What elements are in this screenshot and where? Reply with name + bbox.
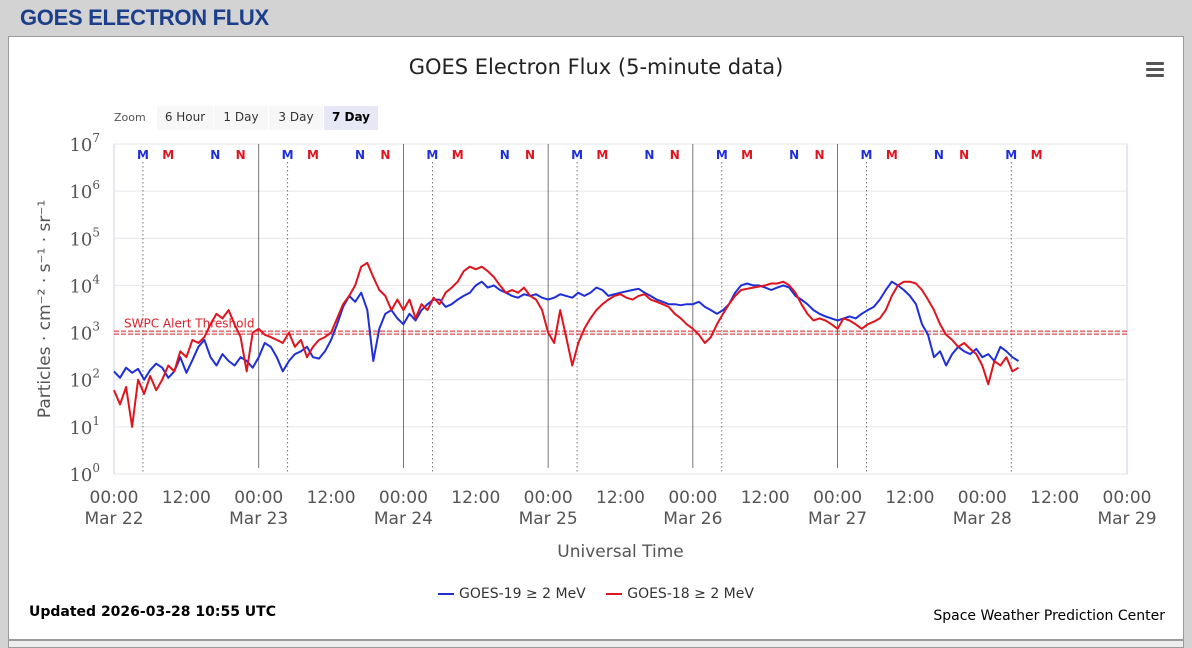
x-tick-label: 00:00 (379, 488, 428, 508)
marker-label: N (355, 148, 365, 162)
y-tick-label: 100 (69, 461, 100, 486)
series-line-goes-18 (113, 261, 1020, 428)
x-tick-date-label: Mar 23 (229, 509, 288, 529)
marker-label: M (162, 148, 174, 162)
y-tick-label: 102 (69, 367, 100, 392)
zoom-label: Zoom (114, 111, 146, 124)
marker-label: N (670, 148, 680, 162)
chart-title: GOES Electron Flux (5-minute data) (408, 55, 784, 79)
marker-label: M (886, 148, 898, 162)
x-tick-date-label: Mar 26 (663, 509, 722, 529)
marker-label: M (137, 148, 149, 162)
zoom-7-day-button[interactable]: 7 Day (324, 106, 378, 130)
x-tick-label: 00:00 (1103, 488, 1152, 508)
page-heading: GOES ELECTRON FLUX (20, 5, 269, 30)
marker-label: M (716, 148, 728, 162)
marker-label: N (380, 148, 390, 162)
x-tick-label: 12:00 (885, 488, 934, 508)
marker-label: M (571, 148, 583, 162)
x-tick-date-label: Mar 29 (1097, 509, 1156, 529)
legend-swatch-goes-19 (438, 593, 455, 595)
x-tick-label: 00:00 (668, 488, 717, 508)
y-axis-title: Particles · cm⁻² · s⁻¹ · sr⁻¹ (35, 200, 55, 418)
x-tick-label: 12:00 (741, 488, 790, 508)
x-tick-date-label: Mar 24 (374, 509, 433, 529)
chart-panel: GOES Electron Flux (5-minute data) Zoom … (8, 36, 1184, 640)
x-tick-label: 00:00 (958, 488, 1007, 508)
credit-text: Space Weather Prediction Center (933, 608, 1165, 624)
plot-area-border (113, 143, 1128, 475)
marker-label: N (210, 148, 220, 162)
marker-label: N (525, 148, 535, 162)
legend-item-goes-18[interactable]: GOES-18 ≥ 2 MeV (606, 586, 754, 602)
x-tick-label: 12:00 (307, 488, 356, 508)
x-tick-label: 12:00 (1030, 488, 1079, 508)
marker-label: M (1005, 148, 1017, 162)
marker-label: M (596, 148, 608, 162)
marker-label: N (814, 148, 824, 162)
updated-timestamp: Updated 2026-03-28 10:55 UTC (29, 604, 276, 620)
y-tick-label: 106 (69, 178, 100, 203)
zoom-3-day-button[interactable]: 3 Day (269, 106, 323, 130)
marker-label: N (236, 148, 246, 162)
threshold-label: SWPC Alert Threshold (124, 317, 254, 331)
y-tick-label: 101 (69, 414, 100, 439)
marker-label: M (741, 148, 753, 162)
marker-label: M (282, 148, 294, 162)
chart-legend: GOES-19 ≥ 2 MeV GOES-18 ≥ 2 MeV (9, 586, 1183, 602)
marker-label: M (307, 148, 319, 162)
legend-label-goes-18: GOES-18 ≥ 2 MeV (627, 586, 754, 602)
x-tick-label: 00:00 (234, 488, 283, 508)
x-tick-label: 00:00 (813, 488, 862, 508)
x-tick-label: 12:00 (596, 488, 645, 508)
marker-label: N (959, 148, 969, 162)
bottom-strip (8, 640, 1184, 648)
x-tick-date-label: Mar 28 (953, 509, 1012, 529)
marker-label: M (1031, 148, 1043, 162)
y-tick-label: 103 (69, 320, 100, 345)
zoom-1-day-button[interactable]: 1 Day (214, 106, 268, 130)
x-tick-label: 00:00 (90, 488, 139, 508)
x-tick-date-label: Mar 22 (84, 509, 143, 529)
y-tick-label: 104 (69, 272, 100, 297)
hamburger-menu-icon[interactable] (1146, 62, 1164, 78)
x-tick-label: 00:00 (524, 488, 573, 508)
marker-label: N (500, 148, 510, 162)
x-tick-date-label: Mar 25 (519, 509, 578, 529)
y-tick-label: 105 (69, 225, 100, 250)
y-tick-label: 107 (69, 131, 100, 156)
x-tick-date-label: Mar 27 (808, 509, 867, 529)
series-line-goes-19 (113, 280, 1020, 381)
marker-label: N (789, 148, 799, 162)
page-header: GOES ELECTRON FLUX (0, 0, 1192, 36)
x-axis-title: Universal Time (557, 542, 683, 562)
legend-label-goes-19: GOES-19 ≥ 2 MeV (459, 586, 586, 602)
marker-label: M (861, 148, 873, 162)
marker-label: M (452, 148, 464, 162)
x-tick-label: 12:00 (162, 488, 211, 508)
marker-label: N (934, 148, 944, 162)
legend-swatch-goes-18 (606, 593, 623, 595)
zoom-6-hour-button[interactable]: 6 Hour (157, 106, 213, 130)
x-tick-label: 12:00 (451, 488, 500, 508)
legend-item-goes-19[interactable]: GOES-19 ≥ 2 MeV (438, 586, 586, 602)
marker-label: N (644, 148, 654, 162)
marker-label: M (426, 148, 438, 162)
